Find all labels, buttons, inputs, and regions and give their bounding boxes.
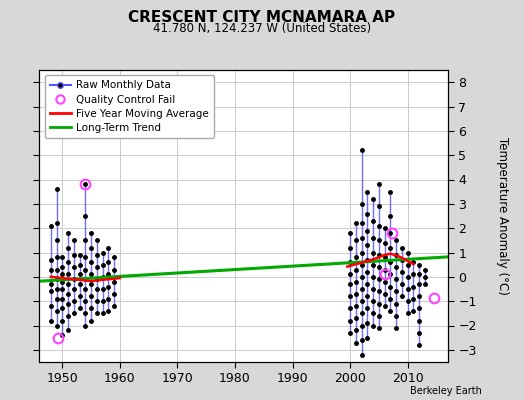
Legend: Raw Monthly Data, Quality Control Fail, Five Year Moving Average, Long-Term Tren: Raw Monthly Data, Quality Control Fail, … (45, 75, 214, 138)
Text: 41.780 N, 124.237 W (United States): 41.780 N, 124.237 W (United States) (153, 22, 371, 35)
Text: CRESCENT CITY MCNAMARA AP: CRESCENT CITY MCNAMARA AP (128, 10, 396, 25)
Text: Berkeley Earth: Berkeley Earth (410, 386, 482, 396)
Y-axis label: Temperature Anomaly (°C): Temperature Anomaly (°C) (496, 137, 509, 295)
